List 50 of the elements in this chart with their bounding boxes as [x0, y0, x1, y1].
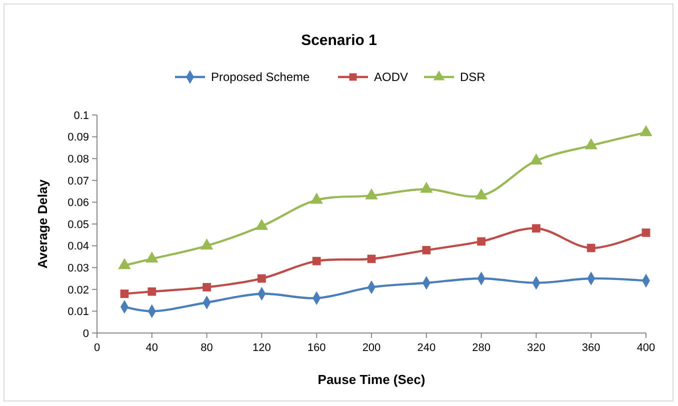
- point: [255, 218, 268, 230]
- x-tick-label: 80: [200, 342, 213, 354]
- legend-label: Proposed Scheme: [211, 70, 310, 84]
- y-tick-label: 0.05: [68, 218, 89, 231]
- point: [530, 153, 543, 164]
- point: [474, 188, 488, 200]
- x-tick-label: 280: [472, 342, 490, 354]
- point: [586, 244, 596, 252]
- point: [146, 252, 158, 263]
- y-tick-label: 0.06: [68, 197, 89, 210]
- point: [642, 228, 650, 237]
- x-tick-label: 400: [636, 342, 656, 354]
- x-tick-label: 0: [94, 342, 100, 354]
- x-tick-label: 320: [527, 342, 546, 354]
- point: [312, 256, 321, 266]
- point: [365, 188, 378, 200]
- point: [640, 125, 652, 136]
- x-axis-title: Pause Time (Sec): [318, 372, 426, 387]
- point: [310, 192, 323, 204]
- point: [148, 287, 156, 296]
- point: [477, 237, 486, 246]
- y-tick-label: 0.08: [68, 153, 89, 166]
- y-axis-title: Average Delay: [35, 178, 50, 269]
- legend-label: AODV: [374, 70, 408, 84]
- y-tick-label: 0.02: [68, 284, 89, 296]
- point: [532, 224, 540, 233]
- point: [258, 274, 266, 283]
- y-tick-label: 0.09: [68, 132, 89, 144]
- legend-label: DSR: [460, 70, 486, 84]
- point: [202, 283, 211, 292]
- y-tick-label: 0: [82, 328, 89, 340]
- y-tick-label: 0.01: [68, 306, 89, 318]
- point: [420, 182, 433, 193]
- point: [367, 254, 376, 264]
- point: [120, 290, 129, 298]
- x-tick-label: 240: [417, 342, 436, 354]
- point: [118, 258, 131, 270]
- y-tick-label: 0.1: [74, 110, 89, 122]
- point: [422, 246, 431, 254]
- point: [584, 138, 598, 150]
- x-tick-label: 160: [307, 342, 326, 354]
- x-tick-label: 40: [146, 342, 158, 354]
- chart-title: Scenario 1: [301, 32, 377, 49]
- x-tick-label: 120: [252, 342, 271, 354]
- x-tick-label: 200: [362, 342, 381, 354]
- y-tick-label: 0.04: [68, 240, 89, 253]
- x-tick-label: 360: [582, 342, 600, 354]
- point: [200, 238, 214, 250]
- y-tick-label: 0.07: [68, 175, 89, 188]
- y-tick-label: 0.03: [68, 262, 89, 274]
